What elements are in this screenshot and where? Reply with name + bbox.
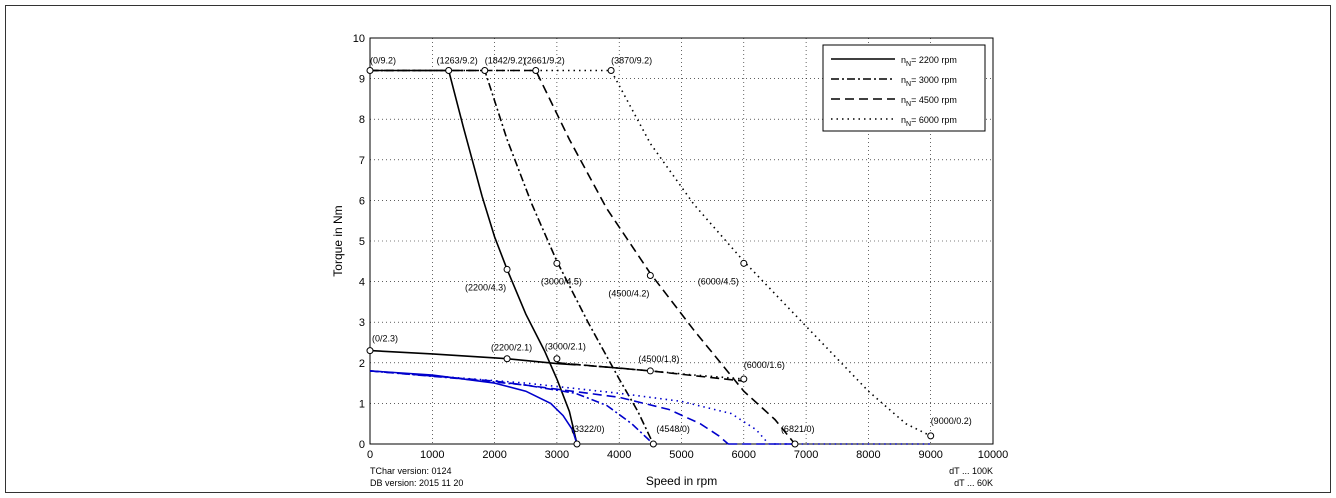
series-line <box>369 370 729 445</box>
x-tick-label: 1000 <box>420 449 444 461</box>
dt-100k-label: dT ... 100K <box>949 466 993 476</box>
y-tick-label: 7 <box>359 155 365 167</box>
legend: nN= 2200 rpm nN= 3000 rpm nN= 4500 rpm nN= … <box>822 44 986 132</box>
y-tick-label: 5 <box>359 236 365 248</box>
data-point-label: (2661/9.2) <box>524 55 565 65</box>
data-point-marker <box>553 259 561 267</box>
plot-area <box>369 37 994 445</box>
legend-label: nN= 3000 rpm <box>901 75 957 88</box>
y-tick-label: 10 <box>353 33 365 45</box>
y-tick-label: 3 <box>359 317 365 329</box>
y-tick-label: 4 <box>359 277 365 289</box>
x-tick-label: 10000 <box>978 449 1009 461</box>
data-point-label: (4500/4.2) <box>608 289 649 299</box>
y-tick-label: 1 <box>359 398 365 410</box>
data-point-marker <box>791 440 799 448</box>
data-point-label: (1263/9.2) <box>437 55 478 65</box>
series-line <box>369 370 654 445</box>
x-tick-label: 4000 <box>607 449 631 461</box>
data-point-label: (3000/4.5) <box>541 276 582 286</box>
data-points: (0/9.2) (1263/9.2) (1842/9.2)(2661/9.2) (38… <box>366 55 972 448</box>
data-point-marker <box>646 272 654 280</box>
series-line <box>369 370 770 445</box>
x-tick-label: 8000 <box>856 449 880 461</box>
legend-label: nN= 6000 rpm <box>901 115 957 128</box>
data-point-marker <box>366 347 374 355</box>
tchar-version: TChar version: 0124 <box>370 466 452 476</box>
data-point-marker <box>503 355 511 363</box>
x-tick-label: 2000 <box>482 449 506 461</box>
axis-ticks: 0 1000 2000 3000 4000 5000 6000 7000 8000 9000 100… <box>353 33 1009 461</box>
data-point-marker <box>532 66 540 74</box>
data-point-marker <box>366 66 374 74</box>
series-line <box>370 69 932 437</box>
data-point-label: (6000/1.6) <box>744 360 785 370</box>
data-point-label: (0/2.3) <box>372 334 398 344</box>
data-point-marker <box>740 259 748 267</box>
data-point-marker <box>553 355 561 363</box>
series-line <box>556 362 744 382</box>
data-point-label: (2200/4.3) <box>465 282 506 292</box>
data-point-label: (3870/9.2) <box>611 55 652 65</box>
data-point-label: (4548/0) <box>656 424 690 434</box>
data-point-marker <box>607 66 615 74</box>
data-point-marker <box>646 367 654 375</box>
data-point-label: (1842/9.2) <box>485 55 526 65</box>
dt-60k-label: dT ... 60K <box>954 478 993 488</box>
data-point-label: (6000/4.5) <box>698 276 739 286</box>
legend-label: nN= 4500 rpm <box>901 95 957 108</box>
data-point-label: (3322/0) <box>571 424 605 434</box>
data-point-marker <box>927 432 935 440</box>
figure-frame <box>5 5 1331 493</box>
x-tick-label: 5000 <box>669 449 693 461</box>
y-tick-label: 9 <box>359 74 365 86</box>
x-tick-label: 6000 <box>732 449 756 461</box>
legend-label: nN= 2200 rpm <box>901 55 957 68</box>
data-point-label: (2200/2.1) <box>491 343 532 353</box>
data-point-marker <box>573 440 581 448</box>
x-tick-label: 3000 <box>545 449 569 461</box>
data-point-label: (3000/2.1) <box>545 342 586 352</box>
db-version: DB version: 2015 11 20 <box>370 478 463 488</box>
y-tick-label: 0 <box>359 439 365 451</box>
data-point-label: (4500/1.8) <box>638 354 679 364</box>
data-point-label: (0/9.2) <box>370 55 396 65</box>
series-line <box>370 69 796 445</box>
x-axis-label: Speed in rpm <box>646 474 717 488</box>
data-point-marker <box>740 375 748 383</box>
data-point-marker <box>445 66 453 74</box>
data-point-label: (6821/0) <box>781 424 815 434</box>
y-tick-label: 8 <box>359 114 365 126</box>
data-point-marker <box>481 66 489 74</box>
series-line <box>369 370 578 445</box>
x-tick-label: 7000 <box>794 449 818 461</box>
series-line <box>650 370 744 380</box>
y-tick-label: 6 <box>359 195 365 207</box>
data-point-label: (9000/0.2) <box>931 416 972 426</box>
data-point-marker <box>503 265 511 273</box>
data-point-marker <box>649 440 657 448</box>
y-axis-label: Torque in Nm <box>331 205 345 276</box>
x-tick-label: 9000 <box>918 449 942 461</box>
y-tick-label: 2 <box>359 358 365 370</box>
x-tick-label: 0 <box>367 449 373 461</box>
